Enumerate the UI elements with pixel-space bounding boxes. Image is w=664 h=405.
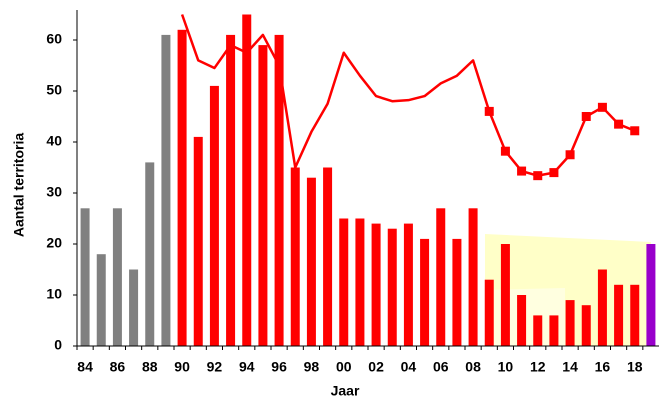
x-tick-label: 00	[336, 359, 352, 375]
bar	[371, 223, 381, 346]
y-tick-label: 40	[46, 133, 62, 149]
bar	[145, 162, 155, 346]
trend-line	[488, 106, 636, 177]
line-marker	[614, 119, 624, 129]
y-tick-label: 50	[46, 82, 62, 98]
x-tick-label: 90	[174, 359, 190, 375]
x-tick-label: 10	[498, 359, 514, 375]
bar	[129, 269, 139, 346]
x-tick-label: 04	[401, 359, 417, 375]
x-tick-label: 18	[627, 359, 643, 375]
bar	[306, 177, 316, 346]
bar	[614, 284, 624, 346]
bar	[112, 208, 122, 346]
bar	[226, 34, 236, 347]
y-tick-label: 20	[46, 235, 62, 251]
bar	[597, 269, 607, 346]
bar	[646, 244, 656, 346]
bar	[452, 238, 462, 346]
x-tick-label: 84	[77, 359, 93, 375]
bar	[209, 85, 219, 347]
line-marker	[500, 146, 510, 156]
x-tick-label: 94	[239, 359, 255, 375]
bar	[339, 218, 349, 346]
bar	[258, 45, 268, 346]
x-tick-label: 08	[465, 359, 481, 375]
x-tick-label: 86	[110, 359, 126, 375]
bar	[500, 244, 510, 346]
bar	[549, 315, 559, 346]
line-marker	[630, 126, 640, 136]
y-tick-label: 0	[54, 337, 62, 353]
bar	[193, 136, 203, 346]
bar	[161, 34, 171, 347]
bar	[533, 315, 543, 346]
x-tick-label: 12	[530, 359, 546, 375]
line-marker	[597, 102, 607, 112]
bar	[420, 238, 430, 346]
line-marker	[565, 150, 575, 160]
x-tick-label: 06	[433, 359, 449, 375]
bar	[274, 34, 284, 347]
bar	[387, 228, 397, 346]
lines-group	[180, 14, 640, 181]
bar	[242, 14, 252, 346]
y-tick-label: 10	[46, 286, 62, 302]
bar	[403, 223, 413, 346]
bar	[630, 284, 640, 346]
bar	[565, 300, 575, 346]
bar	[468, 208, 478, 346]
x-tick-label: 16	[595, 359, 611, 375]
trend-line	[180, 14, 491, 169]
bar	[581, 305, 591, 346]
bar	[484, 279, 494, 346]
x-axis-title: Jaar	[331, 383, 360, 399]
x-tick-label: 98	[304, 359, 320, 375]
x-tick-label: 02	[368, 359, 384, 375]
bar	[290, 167, 300, 346]
y-tick-label: 30	[46, 184, 62, 200]
x-tick-label: 88	[142, 359, 158, 375]
line-marker	[581, 112, 591, 121]
y-tick-label: 60	[46, 31, 62, 47]
line-marker	[549, 168, 559, 178]
line-marker	[517, 166, 527, 176]
x-tick-label: 14	[562, 359, 578, 375]
bar	[517, 295, 527, 346]
bar	[96, 254, 106, 346]
bar	[355, 218, 365, 346]
bar	[177, 29, 187, 347]
bar	[436, 208, 446, 346]
bar	[323, 167, 333, 346]
x-tick-label: 96	[271, 359, 287, 375]
x-tick-label: 92	[207, 359, 223, 375]
line-marker	[484, 106, 494, 116]
y-axis-title: Aantal territoria	[11, 133, 27, 237]
bar	[80, 208, 90, 346]
line-marker	[533, 171, 543, 181]
